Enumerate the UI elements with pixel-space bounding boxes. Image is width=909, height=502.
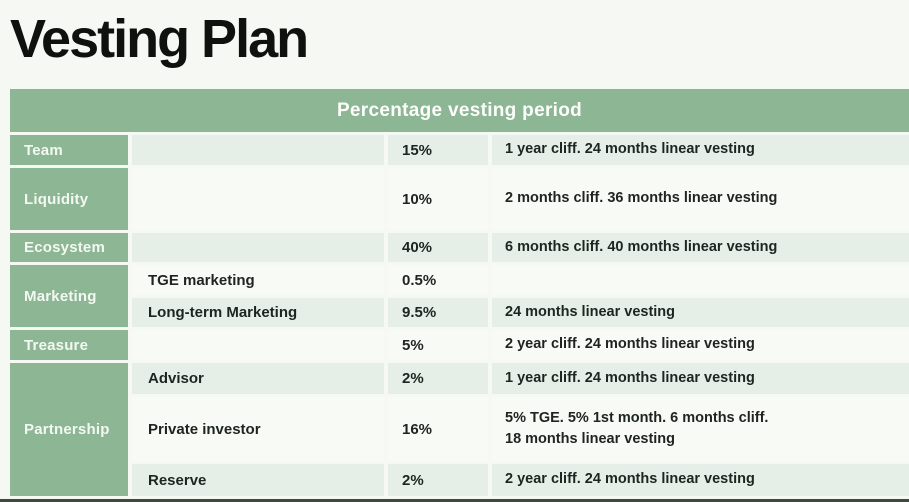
page-title: Vesting Plan xyxy=(10,9,309,69)
group-label-marketing: Marketing xyxy=(10,265,128,327)
table-row-ecosystem-details: 6 months cliff. 40 months linear vesting xyxy=(492,233,909,262)
table-row-reserve-details: 2 year cliff. 24 months linear vesting xyxy=(492,464,909,496)
table-row-advisor-details: 1 year cliff. 24 months linear vesting xyxy=(492,363,909,394)
table-header: Percentage vesting period xyxy=(10,89,909,132)
group-label-ecosystem: Ecosystem xyxy=(10,233,128,262)
table-row-tge-marketing-percent: 0.5% xyxy=(388,265,488,295)
table-row-treasure-sub xyxy=(132,330,384,360)
group-label-liquidity: Liquidity xyxy=(10,168,128,230)
group-label-partnership: Partnership xyxy=(10,363,128,496)
vesting-table: Percentage vesting period Team Liquidity… xyxy=(10,89,909,496)
table-row-tge-marketing-details xyxy=(492,265,909,295)
table-row-team-percent: 15% xyxy=(388,135,488,165)
table-row-advisor-percent: 2% xyxy=(388,363,488,394)
table-row-private-investor-sub: Private investor xyxy=(132,397,384,461)
table-row-longterm-marketing-percent: 9.5% xyxy=(388,298,488,327)
table-row-reserve-percent: 2% xyxy=(388,464,488,496)
table-row-treasure-details: 2 year cliff. 24 months linear vesting xyxy=(492,330,909,360)
table-row-private-investor-details: 5% TGE. 5% 1st month. 6 months cliff. 18… xyxy=(492,397,909,461)
table-row-liquidity-percent: 10% xyxy=(388,168,488,230)
group-label-team: Team xyxy=(10,135,128,165)
table-row-longterm-marketing-sub: Long-term Marketing xyxy=(132,298,384,327)
table-row-advisor-sub: Advisor xyxy=(132,363,384,394)
table-row-tge-marketing-sub: TGE marketing xyxy=(132,265,384,295)
table-row-private-investor-percent: 16% xyxy=(388,397,488,461)
table-row-ecosystem-percent: 40% xyxy=(388,233,488,262)
bottom-edge-bar xyxy=(0,499,909,502)
table-row-liquidity-sub xyxy=(132,168,384,230)
table-row-liquidity-details: 2 months cliff. 36 months linear vesting xyxy=(492,168,909,230)
table-row-reserve-sub: Reserve xyxy=(132,464,384,496)
table-row-treasure-percent: 5% xyxy=(388,330,488,360)
table-row-ecosystem-sub xyxy=(132,233,384,262)
table-row-team-details: 1 year cliff. 24 months linear vesting xyxy=(492,135,909,165)
table-row-longterm-marketing-details: 24 months linear vesting xyxy=(492,298,909,327)
group-label-treasure: Treasure xyxy=(10,330,128,360)
table-row-team-sub xyxy=(132,135,384,165)
